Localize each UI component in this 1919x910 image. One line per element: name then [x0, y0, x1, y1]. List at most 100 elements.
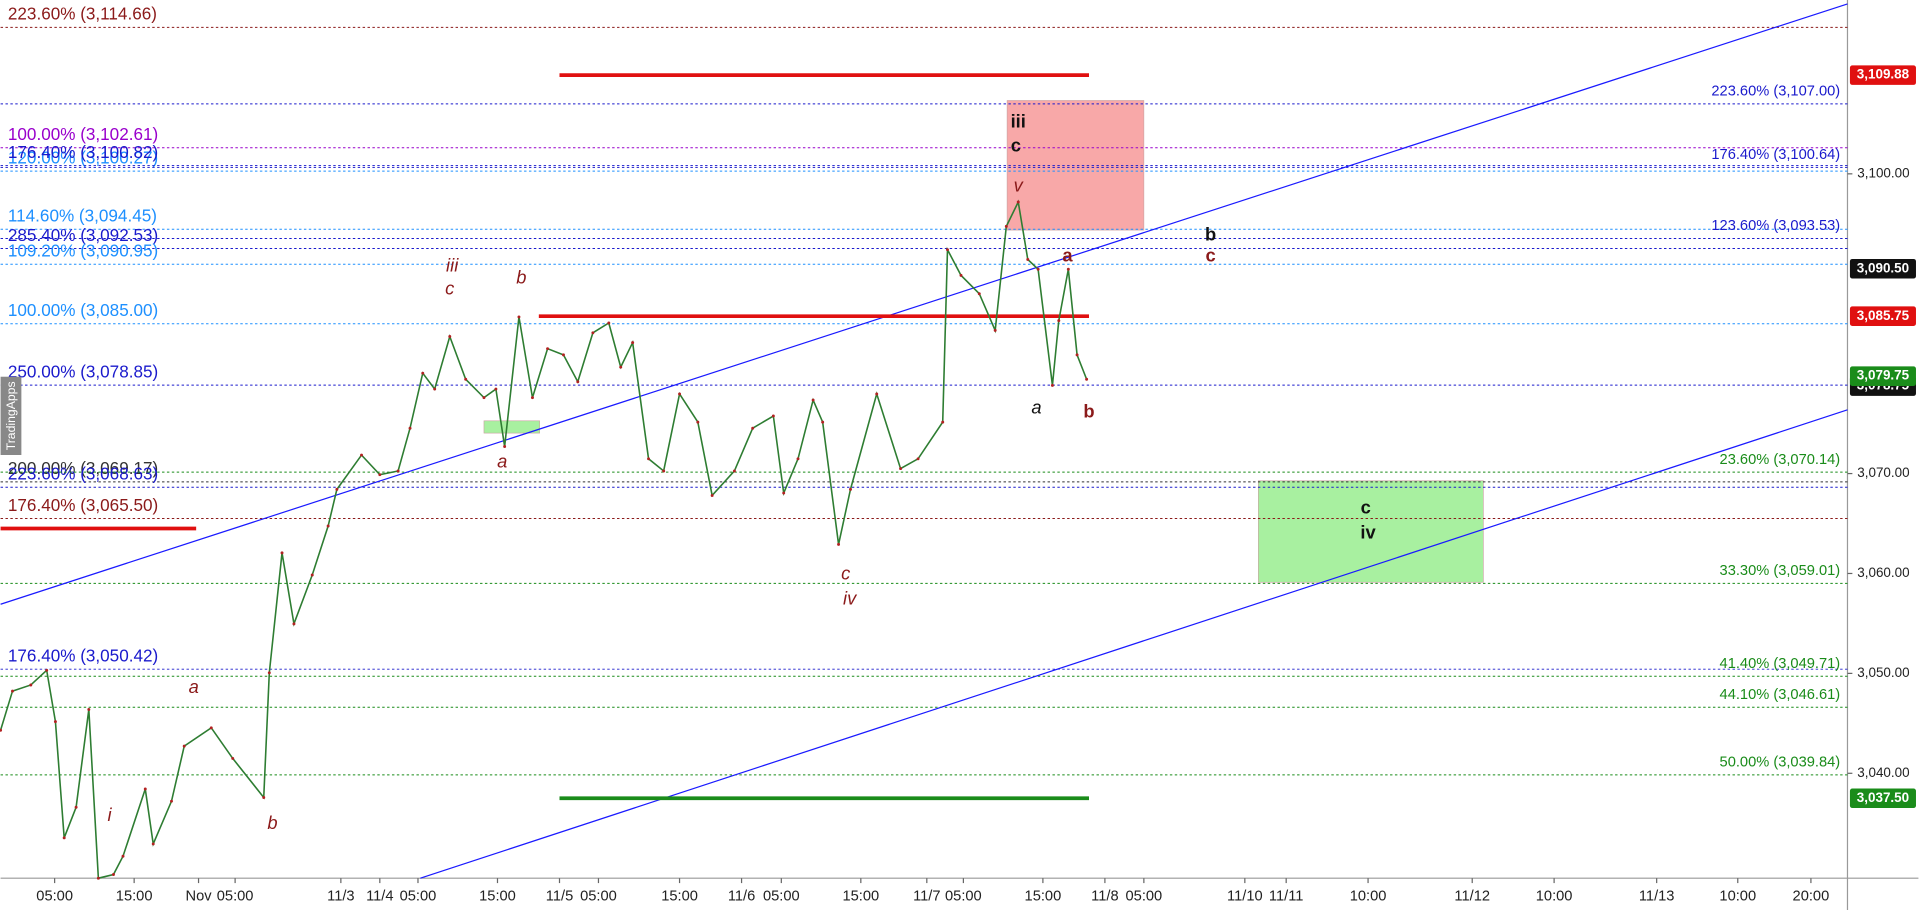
price-point [209, 726, 213, 730]
price-point [11, 689, 14, 693]
price-point [619, 365, 623, 369]
price-point [771, 414, 775, 418]
price-point [782, 491, 786, 495]
y-tick-label: 3,100.00 [1857, 165, 1909, 180]
wave-label: b [516, 267, 526, 288]
watermark-bg [0, 376, 22, 455]
price-point [335, 487, 339, 491]
x-tick-label: Nov [186, 888, 213, 904]
wave-label: a [1062, 245, 1073, 266]
zone-box [483, 420, 540, 434]
x-tick-label: 15:00 [661, 888, 698, 904]
x-tick-label: 10:00 [1536, 888, 1573, 904]
price-point [607, 321, 611, 325]
price-point [182, 744, 186, 748]
fib-level-label: 223.60% (3,107.00) [1711, 84, 1840, 100]
fib-level-label: 223.60% (3,114.66) [8, 5, 157, 24]
x-tick-label: 11/8 [1091, 888, 1118, 904]
price-tag-label: 3,109.88 [1857, 67, 1910, 82]
price-point [267, 671, 271, 675]
y-tick-label: 3,060.00 [1857, 565, 1909, 580]
fib-level-label: 100.00% (3,102.61) [8, 125, 158, 144]
price-point [993, 328, 997, 332]
wave-label: b [267, 812, 277, 833]
price-point [53, 720, 57, 724]
fib-level-label: 285.40% (3,092.53) [8, 226, 158, 245]
fib-level-label: 114.60% (3,094.45) [8, 207, 157, 226]
x-tick-label: 11/10 [1227, 888, 1263, 904]
price-point [821, 420, 825, 424]
price-tag [1849, 258, 1916, 279]
wave-label: a [1031, 396, 1041, 417]
x-tick-label: 05:00 [1126, 888, 1163, 904]
price-point [751, 426, 755, 430]
price-point [1066, 267, 1070, 271]
price-point [576, 380, 580, 384]
price-point [45, 668, 49, 672]
price-point [151, 842, 155, 846]
wave-label: i [107, 804, 112, 825]
price-point [1026, 257, 1030, 261]
wave-label: a [189, 676, 199, 697]
wave-label: c [1206, 245, 1216, 266]
price-point [678, 392, 682, 396]
price-point [875, 392, 879, 396]
x-tick-label: 05:00 [763, 888, 800, 904]
price-point [74, 805, 78, 809]
price-point [29, 683, 33, 687]
price-point [112, 873, 115, 876]
price-point [378, 473, 382, 477]
fib-level-label: 41.40% (3,049.71) [1720, 656, 1841, 672]
price-point [408, 426, 412, 430]
x-tick-label: 15:00 [116, 888, 153, 904]
price-tag [1849, 306, 1916, 326]
price-point [959, 273, 963, 277]
price-point [696, 420, 700, 424]
fib-level-label: 50.00% (3,039.84) [1720, 755, 1841, 771]
price-point [591, 331, 595, 335]
fib-level-label: 123.60% (3,093.53) [1711, 218, 1840, 234]
price-point [0, 728, 3, 732]
price-point [1050, 383, 1054, 387]
x-tick-label: 15:00 [1025, 888, 1062, 904]
watermark: TradingApps [4, 381, 18, 450]
price-tag-label: 3,085.75 [1857, 308, 1910, 323]
fib-level-label: 100.00% (3,085.00) [8, 301, 158, 320]
price-point [87, 707, 91, 711]
price-point [396, 469, 400, 473]
price-point [849, 487, 852, 491]
price-point [62, 836, 66, 840]
fib-level-label: 23.60% (3,070.14) [1720, 452, 1841, 468]
fib-level-label: 223.60% (3,068.63) [8, 465, 158, 484]
price-point [503, 445, 507, 448]
wave-label: iv [1360, 521, 1376, 542]
price-point [941, 420, 945, 424]
price-point [562, 353, 565, 357]
price-point [360, 453, 363, 457]
y-tick-label: 3,070.00 [1857, 465, 1909, 480]
wave-label: c [1361, 496, 1371, 517]
wave-label: a [497, 450, 507, 471]
price-point [899, 467, 903, 471]
x-tick-label: 05:00 [36, 888, 73, 904]
price-tag-label: 3,079.75 [1857, 368, 1910, 383]
price-point [1004, 224, 1008, 228]
x-tick-label: 05:00 [400, 888, 437, 904]
price-point [710, 493, 714, 497]
x-tick-label: 11/3 [327, 888, 354, 904]
channel-line [420, 409, 1848, 879]
x-tick-label: 11/6 [728, 888, 755, 904]
fib-level-label: 176.40% (3,050.42) [8, 646, 158, 665]
price-point [1057, 319, 1061, 323]
price-point [421, 371, 425, 375]
fib-level-label: 44.10% (3,046.61) [1720, 687, 1841, 703]
price-point [280, 551, 284, 555]
wave-label: iii [446, 255, 459, 276]
fib-level-label: 33.30% (3,059.01) [1720, 563, 1841, 579]
zone-box [1258, 480, 1484, 583]
wave-label: b [1083, 400, 1094, 421]
price-tag [1849, 366, 1916, 386]
price-point [143, 787, 147, 791]
price-point [448, 335, 452, 338]
